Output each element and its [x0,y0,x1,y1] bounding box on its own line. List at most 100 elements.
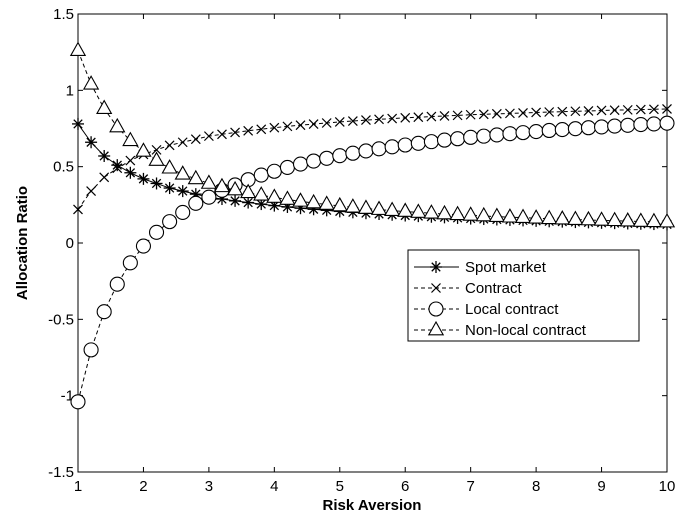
data-point-circle [515,125,531,141]
data-point-circle [607,118,623,134]
data-point-x [269,122,280,133]
x-stroke [622,104,633,115]
data-point-asterisk [72,117,84,130]
circle-shape [70,394,86,410]
x-stroke [295,120,306,131]
x-stroke [635,104,646,115]
triangle-shape [541,209,558,225]
circle-shape [528,124,544,140]
x-axis-ticks: 1 2 3 4 5 6 7 8 9 10 [74,14,675,495]
asterisk-stroke [151,178,162,189]
triangle-shape [449,205,466,221]
triangle-shape [331,196,348,212]
triangle-shape [82,75,100,90]
data-point-triangle [527,209,545,224]
data-point-x [151,144,162,155]
data-point-circle [620,117,636,133]
triangle-shape [580,210,597,226]
triangle-shape [606,211,623,227]
x-stroke [609,105,620,116]
data-point-triangle [279,190,296,205]
x-stroke [203,131,214,142]
data-point-circle [162,214,178,230]
circle-shape [620,117,636,133]
data-point-x [583,106,594,116]
circle-shape [292,156,309,172]
x-stroke [596,105,607,116]
data-point-x [73,204,83,215]
x-stroke [164,140,175,151]
x-stroke [269,122,280,133]
y-tick-label: 1.5 [53,6,74,23]
legend-box [407,249,640,342]
data-point-triangle [213,177,231,193]
data-point-circle [345,145,361,161]
data-point-triangle [554,210,571,225]
series-non-local-contract [69,41,676,228]
circle-shape [428,301,444,317]
data-point-asterisk [85,136,98,149]
triangle-shape [318,195,335,210]
triangle-shape [370,200,388,215]
asterisk-stroke [230,196,240,206]
x-stroke [334,117,345,127]
circle-shape [646,116,662,132]
data-point-x [465,109,476,120]
asterisk-stroke [243,197,253,208]
circle-shape [279,159,295,175]
data-point-circle [463,129,479,145]
legend-entry-local-contract: Local contract [414,301,559,318]
circle-shape [345,145,361,161]
data-point-triangle [501,208,519,223]
x-stroke [518,108,528,118]
triangle-shape [122,131,139,147]
data-point-triangle [318,195,335,210]
data-point-x [361,115,371,126]
data-point-circle [541,122,557,139]
x-stroke [648,104,659,115]
data-point-x [308,119,319,129]
x-stroke [531,107,542,118]
data-point-asterisk [176,185,189,198]
data-point-triangle [514,208,532,224]
circle-shape [397,137,413,153]
circle-shape [109,276,125,292]
triangle-shape [397,202,414,217]
y-tick-label: -0.5 [48,311,74,328]
data-point-x [164,140,175,151]
data-point-x [190,134,201,145]
data-point-triangle [475,206,492,222]
data-point-x [648,104,659,115]
data-point-x [491,108,502,119]
data-point-circle [96,304,112,320]
circle-shape [371,141,387,157]
triangle-shape [200,174,218,189]
data-point-x [334,117,345,127]
circle-shape [306,153,322,169]
x-stroke [452,110,463,121]
x-stroke [557,106,568,117]
legend-label-non-local-contract: Non-local contract [465,322,587,339]
data-point-circle [188,195,204,211]
triangle-shape [226,180,244,196]
data-point-triangle [187,169,204,185]
x-stroke [86,186,97,197]
data-point-x [531,107,542,118]
legend-marker-asterisk [430,261,442,273]
y-axis-ticks: -1.5-1-0.500.511.5 [48,6,667,481]
x-stroke [583,106,594,116]
data-point-triangle [253,186,270,201]
data-point-triangle [593,211,610,226]
data-point-circle [646,116,662,132]
triangle-shape [109,117,126,133]
data-point-triangle [122,131,139,147]
x-stroke [282,121,293,132]
data-point-circle [148,224,165,240]
data-point-x [203,131,214,142]
x-stroke [321,118,332,128]
triangle-shape [619,212,636,227]
data-point-triangle [645,212,663,228]
x-stroke [431,283,441,293]
data-point-triangle [449,205,466,221]
data-point-circle [450,131,466,147]
